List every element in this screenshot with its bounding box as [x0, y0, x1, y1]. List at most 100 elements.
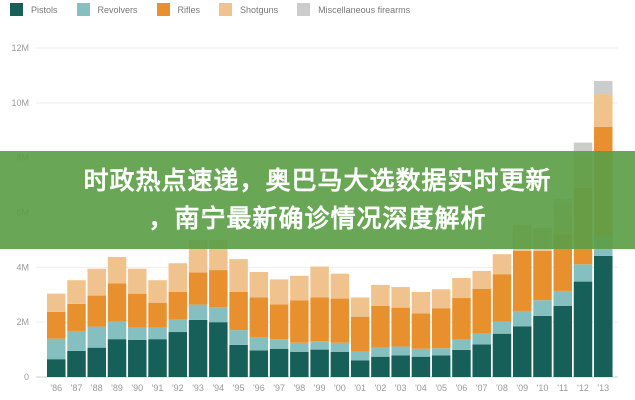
x-tick-label: '88: [91, 383, 103, 393]
bar-segment-rifles: [67, 303, 86, 331]
bar-segment-pistols: [67, 350, 86, 377]
bar-segment-pistols: [188, 319, 208, 377]
bar-segment-shotguns: [249, 271, 269, 298]
bar-segment-rifles: [148, 302, 167, 328]
bar-segment-revolvers: [188, 304, 208, 320]
x-tick-label: '99: [314, 383, 326, 393]
bar-segment-shotguns: [330, 273, 350, 299]
bar-segment-pistols: [107, 339, 127, 377]
bar-segment-pistols: [411, 356, 431, 377]
bar-segment-revolvers: [371, 347, 390, 357]
bar-segment-pistols: [209, 322, 228, 377]
legend-item: Rifles: [156, 3, 201, 16]
bar-segment-shotguns: [371, 284, 390, 306]
x-tick-label: '06: [456, 383, 468, 393]
bar-segment-pistols: [330, 351, 350, 377]
x-tick-label: '90: [131, 383, 143, 393]
x-tick-label: '09: [516, 383, 528, 393]
legend-label: Shotguns: [240, 4, 279, 15]
bar-segment-revolvers: [47, 338, 66, 360]
x-tick-label: '87: [71, 383, 83, 393]
bar-segment-rifles: [290, 300, 309, 343]
y-tick-label: 2M: [16, 317, 29, 327]
bar-segment-rifles: [269, 304, 289, 340]
bar-segment-rifles: [452, 298, 471, 340]
bar-segment-revolvers: [128, 327, 147, 340]
bar-segment-shotguns: [148, 280, 167, 303]
bar-segment-revolvers: [269, 339, 289, 349]
legend-item: Pistols: [10, 3, 58, 16]
bar-segment-rifles: [128, 293, 147, 328]
x-tick-label: '10: [537, 383, 549, 393]
bar-segment-revolvers: [452, 339, 471, 350]
bar-segment-miscellaneous-firearms: [594, 80, 613, 95]
x-tick-label: '98: [294, 383, 306, 393]
legend-item: Revolvers: [76, 3, 138, 16]
bar-segment-revolvers: [310, 341, 329, 350]
y-tick-label: 4M: [16, 262, 29, 272]
bar-segment-pistols: [350, 360, 370, 377]
bar-segment-shotguns: [594, 94, 613, 127]
bar-segment-revolvers: [330, 342, 350, 352]
bar-segment-pistols: [128, 339, 147, 377]
bar-segment-rifles: [431, 308, 451, 349]
x-tick-label: '95: [233, 383, 245, 393]
bar-segment-pistols: [47, 359, 66, 377]
x-tick-label: '89: [111, 383, 123, 393]
bar-segment-rifles: [371, 305, 390, 348]
x-tick-label: '97: [273, 383, 285, 393]
legend: Pistols Revolvers Rifles Shotguns Miscellane…: [10, 3, 429, 16]
legend-label: Miscellaneous firearms: [318, 4, 411, 15]
bar-segment-revolvers: [249, 336, 269, 351]
bar-segment-rifles: [512, 250, 532, 311]
bar-segment-revolvers: [553, 290, 572, 306]
bar-segment-pistols: [512, 326, 532, 377]
x-tick-label: '93: [192, 383, 204, 393]
x-tick-label: '04: [415, 383, 427, 393]
x-tick-label: '00: [334, 383, 346, 393]
bar-segment-revolvers: [107, 321, 127, 340]
bar-segment-shotguns: [67, 280, 86, 304]
x-tick-label: '91: [152, 383, 164, 393]
x-tick-label: '96: [253, 383, 265, 393]
bar-segment-shotguns: [472, 270, 491, 289]
bar-segment-revolvers: [573, 264, 593, 282]
bar-segment-shotguns: [229, 259, 248, 292]
legend-label: Pistols: [31, 4, 58, 15]
bar-segment-pistols: [452, 349, 471, 377]
bar-segment-shotguns: [290, 275, 309, 301]
bar-segment-revolvers: [492, 321, 512, 334]
bar-segment-rifles: [229, 291, 248, 331]
bar-segment-pistols: [168, 332, 188, 377]
bar-segment-revolvers: [290, 342, 309, 352]
bar-segment-revolvers: [472, 333, 491, 345]
bar-segment-pistols: [431, 355, 451, 377]
x-tick-label: '86: [50, 383, 62, 393]
bar-segment-shotguns: [310, 266, 329, 298]
bar-segment-rifles: [188, 272, 208, 305]
bar-segment-shotguns: [107, 256, 127, 284]
bar-segment-pistols: [533, 315, 552, 377]
bar-segment-pistols: [391, 355, 410, 377]
bar-segment-pistols: [229, 344, 248, 377]
bar-segment-revolvers: [431, 348, 451, 356]
x-tick-label: '12: [577, 383, 589, 393]
bar-segment-shotguns: [492, 254, 512, 275]
headline-line-1: 时政热点速递，奥巴马大选数据实时更新: [83, 166, 552, 195]
bar-segment-rifles: [209, 270, 228, 308]
x-tick-label: '03: [395, 383, 407, 393]
bar-segment-shotguns: [452, 278, 471, 299]
bar-segment-revolvers: [512, 310, 532, 327]
bar-segment-shotguns: [431, 289, 451, 309]
legend-swatch: [297, 3, 311, 16]
legend-swatch: [156, 3, 170, 16]
bar-segment-revolvers: [391, 346, 410, 356]
bar-segment-pistols: [269, 348, 289, 377]
bar-segment-pistols: [472, 344, 491, 377]
legend-label: Rifles: [177, 4, 201, 15]
legend-label: Revolvers: [97, 4, 138, 15]
x-tick-label: '94: [212, 383, 224, 393]
bar-segment-rifles: [107, 283, 127, 322]
bar-segment-shotguns: [168, 263, 188, 292]
bar-segment-rifles: [47, 311, 66, 339]
